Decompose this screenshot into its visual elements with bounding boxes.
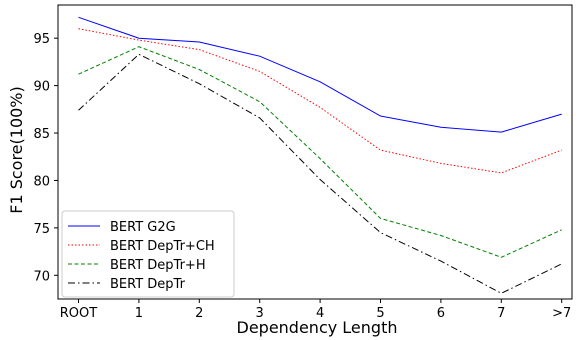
y-tick-label: 80 xyxy=(33,174,50,189)
series-lines xyxy=(78,16,562,294)
x-tick-label: ROOT xyxy=(60,306,97,321)
legend-label: BERT G2G xyxy=(110,220,176,235)
x-tick-label: 6 xyxy=(437,306,445,321)
y-tick-label: 95 xyxy=(33,32,50,47)
x-tick-label: 3 xyxy=(256,306,264,321)
y-axis-ticks: 70 75 80 85 90 95 xyxy=(33,32,58,284)
legend: BERT G2G BERT DepTr+CH BERT DepTr+H BERT De… xyxy=(61,210,235,298)
y-tick-label: 90 xyxy=(33,80,50,95)
series-line-bert-g2g xyxy=(78,16,562,133)
plot-frame xyxy=(57,4,573,300)
x-tick-label: 1 xyxy=(135,306,143,321)
x-tick-label: 2 xyxy=(195,306,203,321)
y-tick-label: 75 xyxy=(33,222,50,237)
legend-label: BERT DepTr+CH xyxy=(110,239,215,254)
y-tick-label: 85 xyxy=(33,127,50,142)
legend-label: BERT DepTr+H xyxy=(110,258,206,273)
x-tick-label: 4 xyxy=(316,306,324,321)
x-tick-label: >7 xyxy=(552,306,571,321)
x-axis-ticks: ROOT 1 2 3 4 5 6 7 >7 xyxy=(60,299,571,321)
y-axis-label: F1 Score(100%) xyxy=(7,86,26,214)
series-line-bert-deptr xyxy=(78,53,562,294)
series-line-bert-deptr-h xyxy=(78,46,562,258)
plot-area xyxy=(57,4,573,300)
legend-box xyxy=(61,210,235,298)
y-tick-label: 70 xyxy=(33,269,50,284)
x-tick-label: 5 xyxy=(376,306,384,321)
x-tick-label: 7 xyxy=(497,306,505,321)
x-axis-label: Dependency Length xyxy=(237,318,398,337)
series-line-bert-deptr-ch xyxy=(78,28,562,174)
legend-label: BERT DepTr xyxy=(110,277,186,292)
